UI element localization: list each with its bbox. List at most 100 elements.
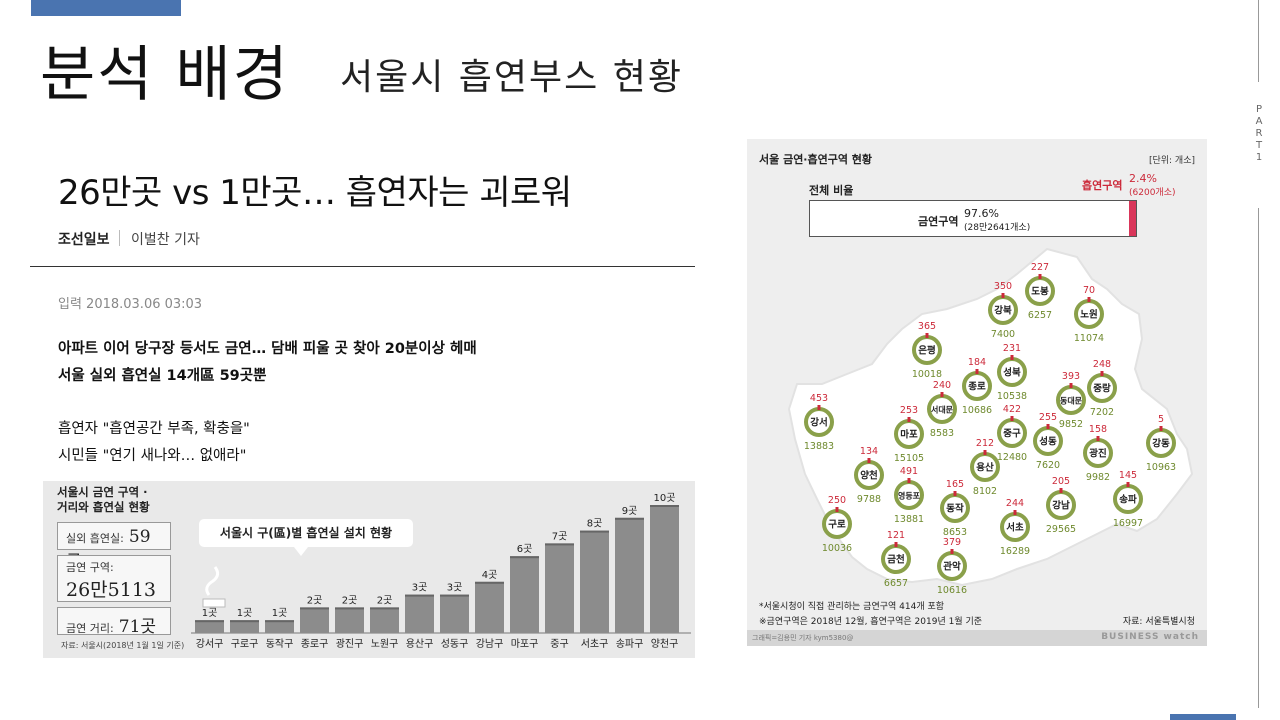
district-smoking-tick [1096, 436, 1100, 441]
district-smoking-tick [817, 405, 821, 410]
bar-top [300, 607, 329, 610]
district-nonsmoking-count: 13883 [804, 441, 834, 452]
seoul-map-outline [787, 247, 1194, 587]
district-name: 노원 [1080, 309, 1097, 321]
district-smoking-tick [1126, 482, 1130, 487]
bar-value-label: 2곳 [377, 594, 393, 606]
bar [265, 620, 294, 633]
smoking-zone-count: (6200개소) [1129, 188, 1176, 198]
bar-category-label: 양천구 [651, 638, 679, 650]
bar-value-label: 7곳 [552, 530, 568, 542]
bar-value-label: 6곳 [517, 543, 533, 555]
bar-category-label: 구로구 [231, 639, 259, 650]
bar-category-label: 성동구 [441, 638, 469, 650]
nosmoking-area-box: 금연 구역: 26만5113곳 [57, 555, 171, 628]
map-unit: [단위: 개소] [1148, 156, 1195, 166]
district-smoking-tick [907, 417, 911, 422]
district-nonsmoking-count: 9852 [1059, 419, 1083, 430]
district-nonsmoking-count: 9788 [857, 494, 881, 505]
district-smoking-count: 184 [968, 357, 986, 368]
district-nonsmoking-count: 8102 [973, 486, 997, 497]
bar-value-label: 1곳 [237, 607, 253, 619]
district-marker: 구로 250 10036 [822, 495, 852, 554]
district-name: 용산 [976, 462, 994, 474]
district-name: 은평 [918, 345, 935, 357]
bar-category-label: 마포구 [511, 638, 539, 650]
district-smoking-count: 227 [1031, 262, 1049, 273]
district-smoking-count: 244 [1006, 498, 1024, 509]
district-nonsmoking-count: 10538 [997, 391, 1027, 402]
side-divider-bottom [1258, 208, 1259, 708]
district-marker: 은평 365 10018 [912, 321, 942, 380]
district-marker: 도봉 227 6257 [1025, 262, 1055, 321]
district-smoking-count: 240 [933, 380, 951, 391]
bar-top [195, 620, 224, 623]
district-smoking-count: 250 [828, 495, 846, 506]
ratio-bar-smoking [1129, 201, 1136, 236]
district-marker: 송파 145 16997 [1113, 470, 1143, 529]
district-smoking-tick [1069, 383, 1073, 388]
district-marker: 성북 231 10538 [997, 343, 1027, 402]
district-name: 강남 [1052, 500, 1070, 512]
bar [580, 530, 609, 633]
district-nonsmoking-count: 6257 [1028, 310, 1052, 321]
district-marker: 중랑 248 7202 [1087, 359, 1117, 418]
district-marker: 용산 212 8102 [970, 438, 1000, 497]
map-footer: 그래픽=김용민 기자 kym5380@ BUSINESS watch [747, 630, 1207, 646]
district-name: 서대문 [931, 405, 954, 415]
district-smoking-tick [867, 458, 871, 463]
map-infographic: 도봉 227 6257 강북 350 7400 노원 70 11074 은평 365 10018 성북 2… [747, 139, 1207, 646]
district-marker: 강동 5 10963 [1146, 414, 1176, 473]
district-smoking-count: 255 [1039, 412, 1057, 423]
district-smoking-count: 491 [900, 466, 918, 477]
bar-category-label: 중구 [550, 638, 568, 650]
bar-category-label: 송파구 [616, 638, 644, 650]
district-name: 서초 [1006, 522, 1024, 534]
district-smoking-count: 205 [1052, 476, 1070, 487]
district-marker: 서대문 240 8583 [927, 380, 957, 439]
bar-category-label: 용산구 [406, 638, 434, 650]
bar-value-label: 10곳 [654, 492, 676, 504]
district-nonsmoking-count: 13881 [894, 514, 924, 525]
article-reporter: 이벌찬 기자 [131, 232, 200, 248]
district-smoking-count: 453 [810, 393, 828, 404]
district-smoking-count: 248 [1093, 359, 1111, 370]
district-nonsmoking-count: 11074 [1074, 333, 1104, 344]
bar [370, 607, 399, 633]
district-smoking-tick [907, 478, 911, 483]
district-marker: 강남 205 29565 [1046, 476, 1076, 535]
district-marker: 노원 70 11074 [1074, 285, 1104, 344]
district-nonsmoking-count: 7620 [1036, 460, 1060, 471]
bar-category-label: 강남구 [476, 638, 504, 650]
district-name: 강서 [810, 417, 827, 429]
bar [335, 607, 364, 633]
district-name: 종로 [968, 382, 986, 393]
bar-value-label: 1곳 [202, 607, 218, 619]
smoking-zone-label: 흡연구역 [1082, 179, 1123, 192]
bar-category-label: 노원구 [371, 638, 399, 650]
byline-separator [119, 230, 120, 246]
district-smoking-count: 158 [1089, 424, 1107, 435]
map-note-1: *서울시청이 직접 관리하는 금연구역 414개 포함 [759, 602, 945, 612]
district-smoking-count: 393 [1062, 371, 1080, 382]
district-smoking-tick [1100, 371, 1104, 376]
article-quote-1: 흡연자 "흡연공간 부족, 확충을" [58, 421, 250, 437]
bar-category-label: 광진구 [336, 638, 364, 650]
district-smoking-tick [1046, 424, 1050, 429]
district-marker: 마포 253 15105 [894, 405, 924, 464]
top-accent-bar [31, 0, 181, 16]
district-name: 성동 [1039, 436, 1057, 448]
district-name: 강동 [1152, 438, 1170, 450]
outdoor-smoking-box: 실외 흡연실: 59곳 [57, 522, 171, 572]
map-title: 서울 금연·흡연구역 현황 [759, 153, 873, 166]
district-smoking-tick [1013, 510, 1017, 515]
district-smoking-count: 350 [994, 281, 1012, 292]
district-smoking-count: 165 [946, 479, 964, 490]
district-marker: 강북 350 7400 [988, 281, 1018, 340]
district-smoking-count: 231 [1003, 343, 1021, 354]
nonsmoking-zone-percent: 97.6% [964, 207, 999, 220]
bar-value-label: 3곳 [447, 582, 463, 594]
district-name: 도봉 [1031, 287, 1049, 298]
district-nonsmoking-count: 10036 [822, 543, 852, 554]
